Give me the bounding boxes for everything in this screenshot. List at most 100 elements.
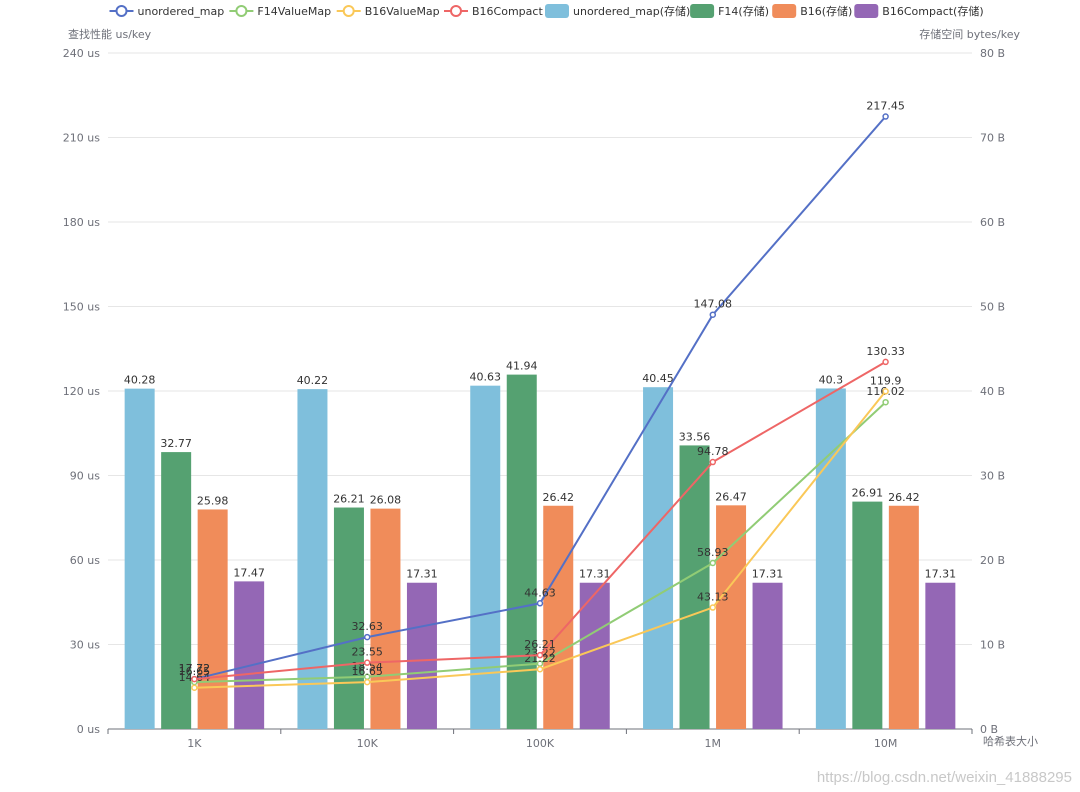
y-tick-left: 240 us [63, 47, 100, 60]
bar-value-label: 17.31 [406, 568, 438, 581]
line-point [882, 398, 889, 406]
line-value-label: 26.21 [524, 638, 556, 651]
y-tick-left: 60 us [70, 554, 100, 567]
line-value-label: 16.65 [179, 665, 211, 678]
bar [161, 452, 192, 729]
bar [852, 501, 883, 729]
legend-label: F14(存储) [718, 4, 769, 18]
y-tick-right: 50 B [980, 301, 1005, 314]
line-value-label: 17.72 [179, 662, 211, 675]
bar-value-label: 32.77 [160, 437, 192, 450]
line-point [363, 678, 371, 686]
bar-value-label: 17.31 [752, 568, 784, 581]
y-tick-right: 80 B [980, 47, 1005, 60]
line-value-label: 217.45 [866, 100, 905, 113]
line-value-label: 17.72 [179, 662, 211, 675]
y-tick-right: 20 B [980, 554, 1005, 567]
bar-value-label: 33.56 [679, 430, 711, 443]
legend-bar-symbol [545, 4, 569, 18]
bar-value-label: 26.42 [543, 491, 575, 504]
watermark: https://blog.csdn.net/weixin_41888295 [816, 769, 1072, 786]
legend-label: unordered_map [138, 5, 225, 18]
bar-value-label: 40.3 [819, 373, 844, 386]
x-tick-label: 10M [874, 737, 898, 750]
x-tick-label: 1K [187, 737, 202, 750]
y-tick-left: 30 us [70, 639, 100, 652]
legend-label: B16Compact(存储) [882, 4, 983, 18]
bar-value-label: 40.22 [297, 374, 329, 387]
bar-value-label: 26.42 [888, 491, 920, 504]
bar [297, 389, 328, 729]
line-value-label: 44.63 [524, 586, 556, 599]
legend-label: B16ValueMap [365, 5, 440, 18]
legend-bar-symbol [854, 4, 879, 18]
bar [925, 582, 956, 729]
line-point [709, 458, 717, 466]
y-tick-right: 40 B [980, 385, 1005, 398]
line-point [536, 665, 544, 673]
y-tick-right: 0 B [980, 723, 998, 736]
line-value-label: 43.13 [697, 591, 729, 604]
bar-value-label: 26.21 [333, 493, 365, 506]
y-tick-left: 150 us [63, 301, 100, 314]
bar [470, 385, 501, 729]
line-value-label: 16.65 [351, 665, 383, 678]
x-tick-label: 10K [357, 737, 379, 750]
y-tick-left: 0 us [77, 723, 100, 736]
line-value-label: 23.55 [351, 646, 383, 659]
legend-label: unordered_map(存储) [573, 4, 690, 18]
legend-line-marker [235, 5, 248, 17]
y-axis-title-left: 查找性能 us/key [68, 27, 152, 41]
bar [333, 507, 364, 729]
bar [752, 582, 783, 729]
bar [716, 505, 747, 729]
line-value-label: 130.33 [866, 345, 905, 358]
legend-line-marker [342, 5, 355, 17]
bar-value-label: 40.45 [642, 372, 674, 385]
y-tick-left: 90 us [70, 470, 100, 483]
line-value-label: 94.78 [697, 445, 729, 458]
line-value-label: 147.08 [694, 298, 733, 311]
y-axis-title-right: 存储空间 bytes/key [919, 27, 1020, 41]
y-tick-right: 10 B [980, 639, 1005, 652]
legend-label: B16Compact [472, 5, 543, 18]
bar-value-label: 41.94 [506, 360, 538, 373]
legend-bar-symbol [690, 4, 715, 18]
bar [197, 509, 228, 729]
bar [815, 388, 846, 729]
line-point [709, 559, 717, 567]
bar [543, 505, 574, 729]
bar-value-label: 25.98 [197, 494, 229, 507]
line-value-label: 119.9 [870, 374, 902, 387]
legend-label: B16(存储) [800, 4, 852, 18]
bar-value-label: 26.47 [715, 490, 747, 503]
y-tick-left: 210 us [63, 132, 100, 145]
bar-value-label: 17.31 [579, 568, 611, 581]
line-point [191, 684, 198, 692]
line-point [882, 388, 889, 395]
bar-value-label: 26.08 [370, 494, 402, 507]
bar [506, 374, 537, 729]
legend-label: F14ValueMap [257, 5, 331, 18]
y-tick-right: 30 B [980, 470, 1005, 483]
line-point [709, 311, 717, 318]
y-tick-right: 60 B [980, 216, 1005, 229]
x-axis-title: 哈希表大小 [983, 734, 1038, 748]
x-tick-label: 100K [526, 737, 555, 750]
legend-line-marker [115, 5, 128, 17]
bar [370, 508, 401, 729]
y-tick-right: 70 B [980, 132, 1005, 145]
x-tick-label: 1M [705, 737, 722, 750]
bar-value-label: 26.91 [852, 487, 884, 500]
line-point [882, 358, 889, 366]
line-point [363, 633, 371, 641]
bar [679, 445, 710, 729]
bar-value-label: 40.63 [470, 371, 502, 384]
bar-value-label: 17.31 [925, 568, 957, 581]
line-point [882, 113, 889, 120]
line-point [191, 675, 198, 683]
bar [124, 388, 155, 729]
legend-line-marker [450, 5, 462, 17]
line-value-label: 32.63 [351, 620, 383, 633]
bar-value-label: 40.28 [124, 374, 156, 387]
